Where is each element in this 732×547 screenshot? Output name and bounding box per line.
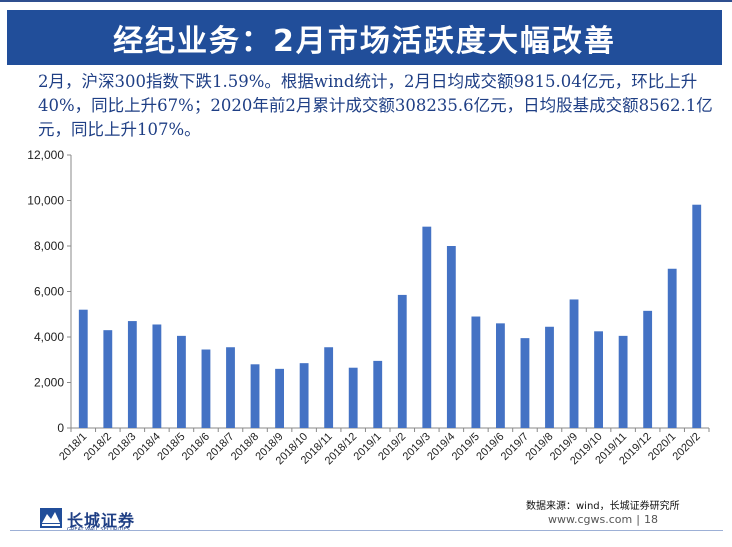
bar [324,347,334,428]
bar [471,316,481,428]
bar [177,335,186,428]
great-wall-logo-icon [40,508,62,528]
bar [643,310,653,428]
company-logo: 长城证券 GREAT WALL SECURITIES [40,506,155,536]
logo-chinese-name: 长城证券 [67,511,136,530]
bar [373,360,383,428]
y-tick-label: 8,000 [34,239,64,253]
y-tick-label: 12,000 [27,148,64,162]
footer-divider [10,530,723,531]
x-tick-label: 2020/2 [671,431,703,463]
bar [422,226,432,428]
y-tick-label: 10,000 [27,194,64,208]
page-number: 18 [643,513,658,526]
bar [103,330,113,428]
title-banner: 经纪业务：2月市场活跃度大幅改善 [7,10,722,65]
bar [692,204,702,428]
bar [275,368,284,428]
bar [348,367,358,428]
bar [520,338,530,428]
y-tick-label: 2,000 [34,376,64,390]
bar [496,323,505,428]
company-url[interactable]: www.cgws.com [548,513,633,526]
bar [78,309,88,428]
footer-url-line: www.cgws.com | 18 [548,513,658,526]
y-tick-label: 4,000 [34,330,64,344]
bar [594,331,603,428]
summary-text: 2月，沪深300指数下跌1.59%。根据wind统计，2月日均成交额9815.0… [38,72,713,139]
bar [545,326,554,428]
slide-title: 经纪业务：2月市场活跃度大幅改善 [113,23,616,59]
bar [618,335,628,428]
bar [569,299,579,428]
bar [127,321,137,428]
y-tick-label: 0 [57,421,64,435]
bar [667,268,677,428]
bar [446,246,456,428]
bar [299,363,309,428]
bar [152,324,162,428]
bar [397,294,407,428]
bar [226,347,235,428]
bar [250,364,260,428]
summary-block: 2月，沪深300指数下跌1.59%。根据wind统计，2月日均成交额9815.0… [38,70,718,142]
y-tick-label: 6,000 [34,285,64,299]
bar-chart: 02,0004,0006,0008,00010,00012,0002018/12… [27,148,710,467]
top-rule [0,0,732,2]
bar [201,349,211,428]
data-source: 数据来源：wind，长城证券研究所 [526,501,680,512]
